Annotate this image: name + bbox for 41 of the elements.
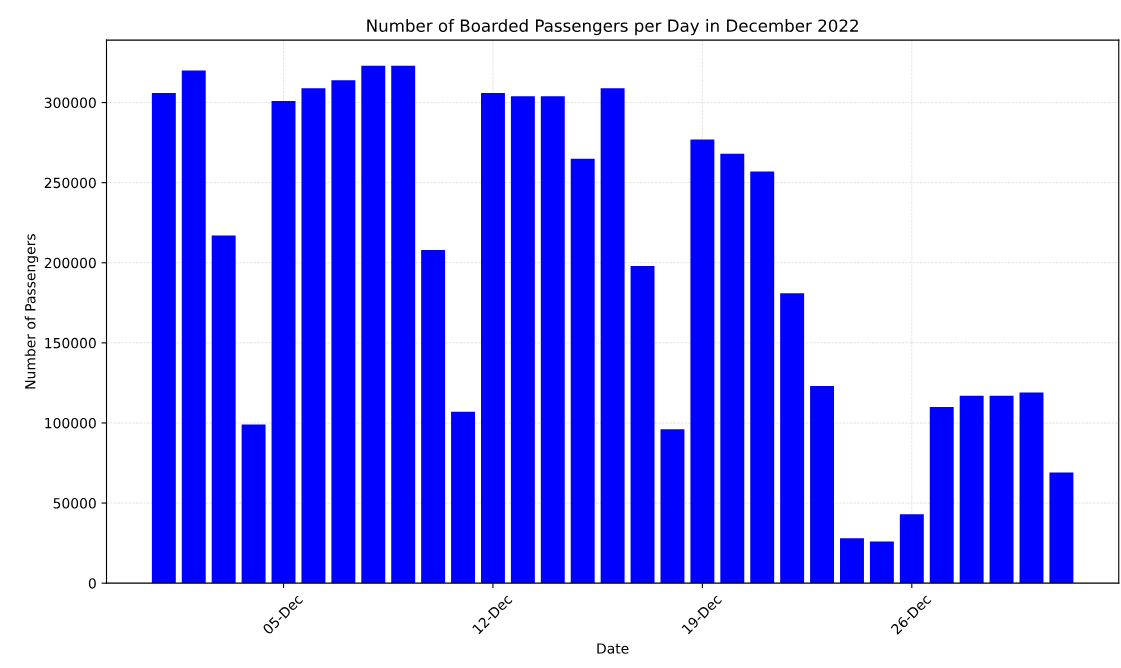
bar [780, 293, 805, 584]
bar [899, 514, 924, 584]
y-tick-label: 250000 [44, 177, 96, 189]
y-tick-label: 300000 [44, 97, 96, 109]
bar [810, 386, 835, 584]
chart-title: Number of Boarded Passengers per Day in December 2022 [367, 19, 858, 36]
bar [869, 541, 894, 584]
y-tick-label: 150000 [45, 337, 96, 349]
bar [211, 235, 236, 584]
bar [959, 395, 984, 584]
bar [540, 96, 565, 584]
bar [151, 92, 176, 584]
bar [421, 249, 446, 584]
bar [181, 70, 206, 584]
bar [720, 153, 745, 584]
bar [510, 96, 535, 584]
bar [989, 395, 1014, 584]
x-axis-title: Date [597, 643, 629, 654]
bar [660, 429, 685, 584]
bar [929, 406, 954, 584]
bar [570, 158, 595, 584]
bar [1019, 392, 1044, 584]
y-tick-label: 200000 [44, 257, 96, 269]
bar [840, 538, 864, 584]
bar [451, 411, 475, 584]
bar [630, 265, 655, 584]
bar [1049, 472, 1074, 584]
bar [361, 65, 386, 584]
bar [301, 88, 326, 584]
y-tick-label: 50000 [53, 498, 96, 509]
bar [271, 100, 296, 584]
bar [391, 65, 416, 584]
y-axis-title: Number of Passengers [24, 234, 39, 389]
y-tick-label: 100000 [45, 417, 96, 429]
bar [600, 88, 625, 584]
bar [690, 139, 715, 584]
bar [750, 171, 775, 584]
bar [480, 92, 505, 584]
bar [241, 424, 266, 584]
bar [331, 80, 356, 584]
y-tick-label: 0 [88, 578, 96, 589]
